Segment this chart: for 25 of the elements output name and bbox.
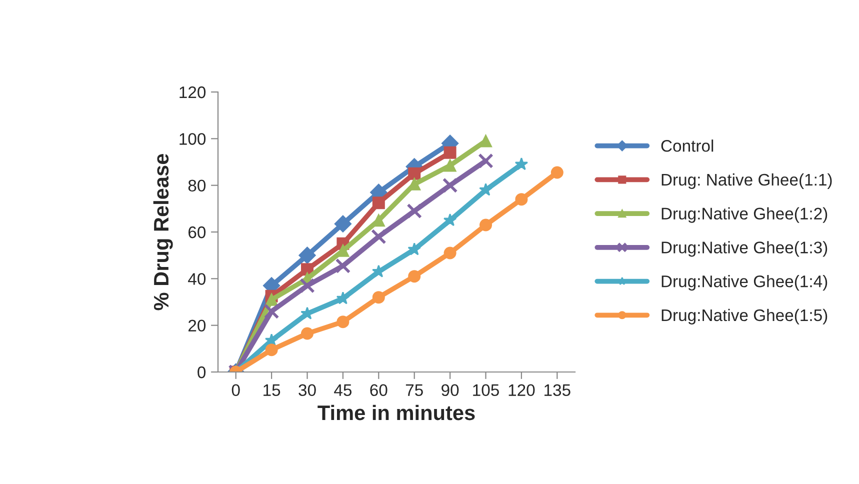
legend-label: Control <box>661 140 714 152</box>
x-tick-label: 135 <box>544 384 570 396</box>
x-tick-label: 0 <box>232 384 240 396</box>
y-tick-label: 120 <box>180 86 206 98</box>
y-tick-label: 60 <box>188 226 206 238</box>
x-tick-label: 75 <box>406 384 423 396</box>
legend-label: Drug:Native Ghee(1:4) <box>662 275 828 291</box>
x-tick-label: 60 <box>370 384 388 396</box>
x-axis-title: Time in minutes <box>318 404 475 420</box>
legend-label: Drug:Native Ghee(1:2) <box>662 207 828 223</box>
x-tick-label: 105 <box>473 384 499 396</box>
x-tick-label: 90 <box>442 384 459 396</box>
x-tick-label: 120 <box>508 384 535 396</box>
y-tick-label: 20 <box>188 320 206 332</box>
y-axis-title: % Drug Release <box>153 154 173 310</box>
x-tick-label: 45 <box>334 384 352 396</box>
y-tick-label: 0 <box>198 366 206 378</box>
y-tick-label: 100 <box>180 133 206 145</box>
legend-label: Drug:Native Ghee(1:5) <box>662 308 828 324</box>
legend-label: Drug:Native Ghee(1:3) <box>662 241 828 257</box>
y-tick-label: 80 <box>188 180 206 192</box>
x-tick-label: 15 <box>264 384 280 396</box>
legend-label: Drug: Native Ghee(1:1) <box>662 173 832 189</box>
x-tick-label: 30 <box>298 384 316 396</box>
y-tick-label: 40 <box>188 273 206 285</box>
